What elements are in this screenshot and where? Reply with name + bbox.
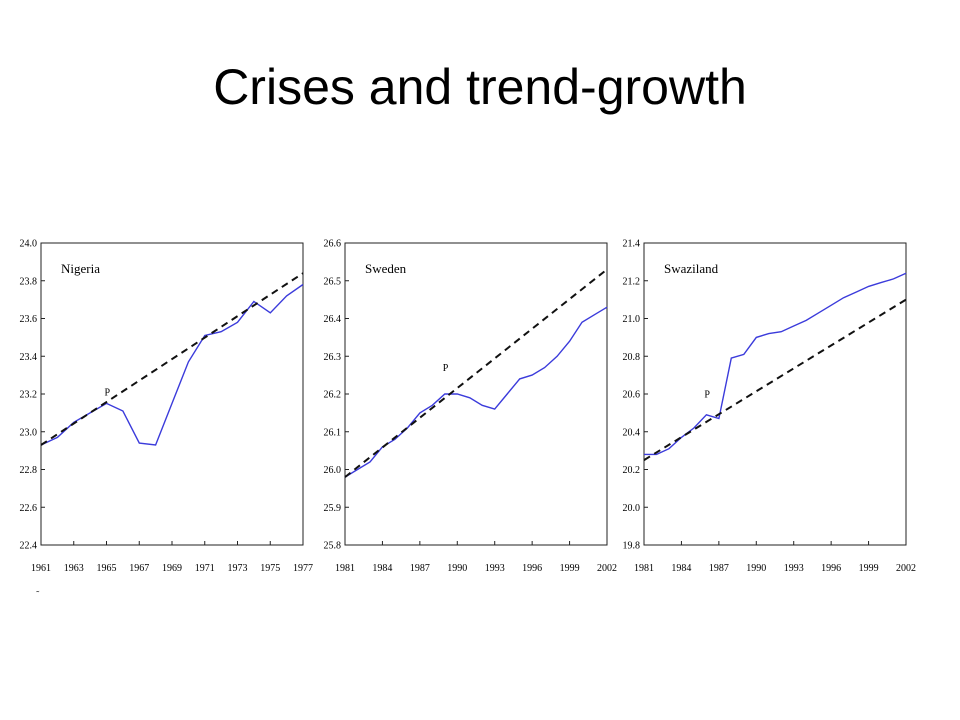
sweden-xtick-label: 2002 (597, 563, 617, 574)
nigeria-xtick-label: 1967 (129, 563, 149, 574)
swaziland-panel-title: Swaziland (664, 261, 719, 276)
sweden-xtick-label: 1987 (410, 563, 430, 574)
nigeria-plot-frame (40, 242, 304, 546)
swaziland-xtick-label: 1984 (671, 563, 691, 574)
sweden-ytick-label: 26.0 (324, 465, 342, 476)
nigeria-ytick-label: 22.8 (20, 465, 38, 476)
swaziland-peak-marker: P (704, 389, 710, 400)
sweden-xtick-label: 1999 (560, 563, 580, 574)
sweden-panel-title: Sweden (365, 261, 407, 276)
nigeria-ytick-label: 22.4 (20, 541, 38, 552)
swaziland-ytick-label: 20.0 (623, 503, 641, 514)
sweden-ytick-label: 26.6 (324, 239, 342, 250)
nigeria-trend-line (40, 272, 304, 446)
swaziland-ytick-label: 20.6 (623, 390, 641, 401)
panel-nigeria: 24.0 23.8 23.6 23.4 23.2 23.0 22.8 22.6 22.4 1961… (20, 239, 314, 575)
swaziland-xtick-label: 1996 (821, 563, 841, 574)
swaziland-ytick-label: 21.2 (623, 276, 641, 287)
swaziland-ytick-label: 19.8 (623, 541, 641, 552)
sweden-peak-marker: P (443, 363, 449, 374)
nigeria-ytick-label: 23.6 (20, 314, 38, 325)
swaziland-xtick-label: 1993 (784, 563, 804, 574)
nigeria-ytick-label: 23.8 (20, 276, 38, 287)
slide-title: Crises and trend-growth (213, 59, 747, 115)
swaziland-ytick-label: 20.4 (623, 427, 641, 438)
nigeria-xtick-label: 1961 (31, 563, 51, 574)
nigeria-ytick-label: 23.2 (20, 390, 38, 401)
sweden-xtick-label: 1996 (522, 563, 542, 574)
nigeria-ytick-label: 24.0 (20, 239, 38, 250)
nigeria-peak-marker: P (105, 387, 111, 398)
sweden-plot-frame (344, 242, 608, 546)
sweden-xtick-label: 1984 (372, 563, 392, 574)
nigeria-ytick-label: 22.6 (20, 503, 38, 514)
swaziland-trend-line (643, 298, 907, 461)
nigeria-ytick-label: 23.4 (20, 352, 38, 363)
sweden-ytick-label: 26.5 (324, 276, 342, 287)
nigeria-xtick-label: 1971 (195, 563, 215, 574)
nigeria-xtick-label: 1965 (97, 563, 117, 574)
swaziland-xtick-label: 2002 (896, 563, 916, 574)
swaziland-xtick-label: 1981 (634, 563, 654, 574)
panel-sweden: 26.6 26.5 26.4 26.3 26.2 26.1 26.0 25.9 25.8 1981… (324, 239, 618, 575)
sweden-trend-line (344, 268, 608, 478)
nigeria-xtick-label: 1973 (228, 563, 248, 574)
nigeria-xtick-label: 1963 (64, 563, 84, 574)
sweden-actual-line (344, 306, 608, 478)
sweden-xtick-label: 1990 (447, 563, 467, 574)
swaziland-xtick-label: 1990 (746, 563, 766, 574)
sweden-ytick-label: 26.1 (324, 427, 342, 438)
sweden-ytick-label: 26.2 (324, 390, 342, 401)
swaziland-xtick-label: 1999 (859, 563, 879, 574)
swaziland-ytick-label: 21.0 (623, 314, 641, 325)
nigeria-ytick-label: 23.0 (20, 427, 38, 438)
sweden-ytick-label: 26.3 (324, 352, 342, 363)
sweden-ytick-label: 25.9 (324, 503, 342, 514)
nigeria-panel-title: Nigeria (61, 261, 100, 276)
nigeria-xtick-label: 1969 (162, 563, 182, 574)
sweden-xtick-label: 1993 (485, 563, 505, 574)
swaziland-ytick-label: 20.8 (623, 352, 641, 363)
sweden-ytick-label: 25.8 (324, 541, 342, 552)
swaziland-ytick-label: 20.2 (623, 465, 641, 476)
swaziland-actual-line (644, 272, 907, 456)
panel-swaziland: 21.4 21.2 21.0 20.8 20.6 20.4 20.2 20.0 19.8 1981… (623, 239, 917, 575)
nigeria-xtick-label: 1977 (293, 563, 313, 574)
swaziland-ytick-label: 21.4 (623, 239, 641, 250)
stray-mark: ˜ (36, 590, 40, 601)
swaziland-plot-frame (643, 242, 907, 546)
nigeria-actual-line (40, 283, 304, 446)
swaziland-xtick-label: 1987 (709, 563, 729, 574)
sweden-xtick-label: 1981 (335, 563, 355, 574)
nigeria-xtick-label: 1975 (260, 563, 280, 574)
sweden-ytick-label: 26.4 (324, 314, 342, 325)
